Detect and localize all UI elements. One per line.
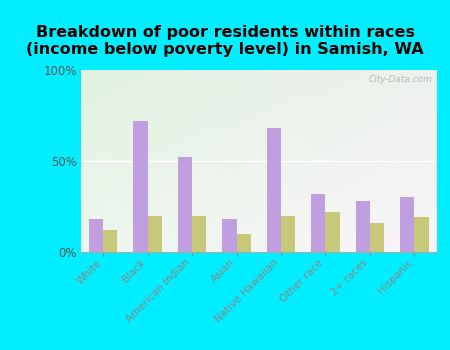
- Bar: [356, 201, 370, 252]
- Text: Breakdown of poor residents within races
(income below poverty level) in Samish,: Breakdown of poor residents within races…: [26, 25, 424, 57]
- Bar: [400, 197, 414, 252]
- Bar: [89, 219, 103, 252]
- Bar: [414, 217, 428, 252]
- Bar: [325, 212, 340, 252]
- Bar: [134, 121, 148, 252]
- Bar: [281, 216, 295, 252]
- Bar: [178, 158, 192, 252]
- Bar: [192, 216, 206, 252]
- Bar: [148, 216, 162, 252]
- Bar: [103, 230, 117, 252]
- Text: City-Data.com: City-Data.com: [369, 76, 433, 84]
- Bar: [370, 223, 384, 252]
- Bar: [267, 128, 281, 252]
- Bar: [311, 194, 325, 252]
- Bar: [222, 219, 237, 252]
- Bar: [237, 234, 251, 252]
